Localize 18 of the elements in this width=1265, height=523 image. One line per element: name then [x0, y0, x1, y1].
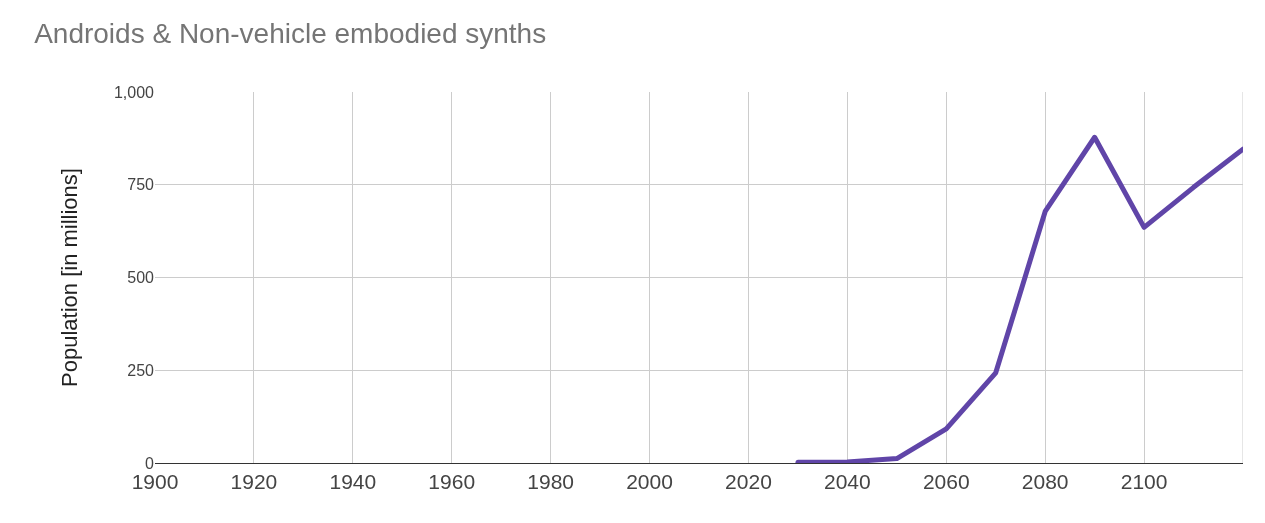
y-tick-label: 250: [127, 361, 155, 379]
x-tick-label: 1960: [428, 470, 476, 494]
x-tick-label: 2100: [1120, 470, 1168, 494]
x-tick-label: 1980: [527, 470, 574, 494]
x-tick-label: 2000: [626, 470, 673, 494]
x-tick-label: 1940: [329, 470, 377, 494]
y-tick-label: 0: [145, 454, 155, 472]
x-tick-label: 2020: [725, 470, 772, 494]
x-tick-label: 2060: [922, 470, 970, 494]
y-tick-label: 1,000: [113, 83, 155, 101]
y-axis-title: Population [in millions]: [56, 168, 82, 387]
x-tick-label: 2080: [1021, 470, 1069, 494]
x-tick-label: 2040: [824, 470, 871, 494]
chart-title: Androids & Non-vehicle embodied synths: [34, 18, 547, 50]
x-tick-label: 1920: [230, 470, 278, 494]
y-tick-label: 750: [127, 176, 155, 194]
y-tick-label: 500: [127, 269, 155, 287]
x-tick-label: 1900: [131, 470, 179, 494]
